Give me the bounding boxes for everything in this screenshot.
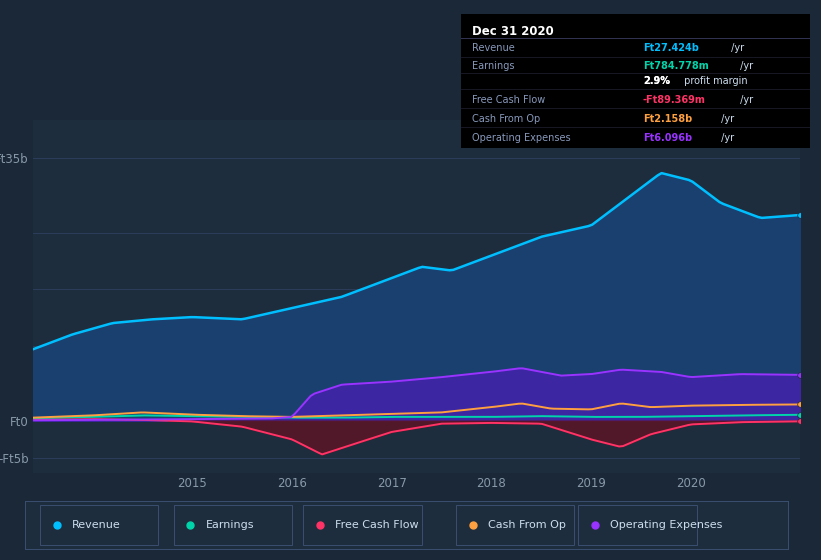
Text: 2.9%: 2.9% [643,76,670,86]
Text: Earnings: Earnings [205,520,254,530]
Text: profit margin: profit margin [681,76,747,86]
Text: Ft784.778m: Ft784.778m [643,62,709,72]
Text: /yr: /yr [718,114,734,124]
Text: /yr: /yr [737,62,753,72]
Text: Cash From Op: Cash From Op [488,520,566,530]
Text: -Ft89.369m: -Ft89.369m [643,95,706,105]
Text: Ft27.424b: Ft27.424b [643,43,699,53]
Text: Operating Expenses: Operating Expenses [610,520,722,530]
Text: Earnings: Earnings [472,62,515,72]
Text: /yr: /yr [727,43,744,53]
Text: /yr: /yr [718,133,734,143]
Text: Free Cash Flow: Free Cash Flow [336,520,419,530]
Text: Cash From Op: Cash From Op [472,114,540,124]
Text: Revenue: Revenue [472,43,515,53]
Text: Ft2.158b: Ft2.158b [643,114,692,124]
Text: Ft6.096b: Ft6.096b [643,133,692,143]
Text: Operating Expenses: Operating Expenses [472,133,571,143]
Text: Free Cash Flow: Free Cash Flow [472,95,545,105]
Text: Revenue: Revenue [72,520,121,530]
Text: 2.9%: 2.9% [643,76,670,86]
Text: /yr: /yr [737,95,753,105]
Text: Dec 31 2020: Dec 31 2020 [472,25,553,38]
